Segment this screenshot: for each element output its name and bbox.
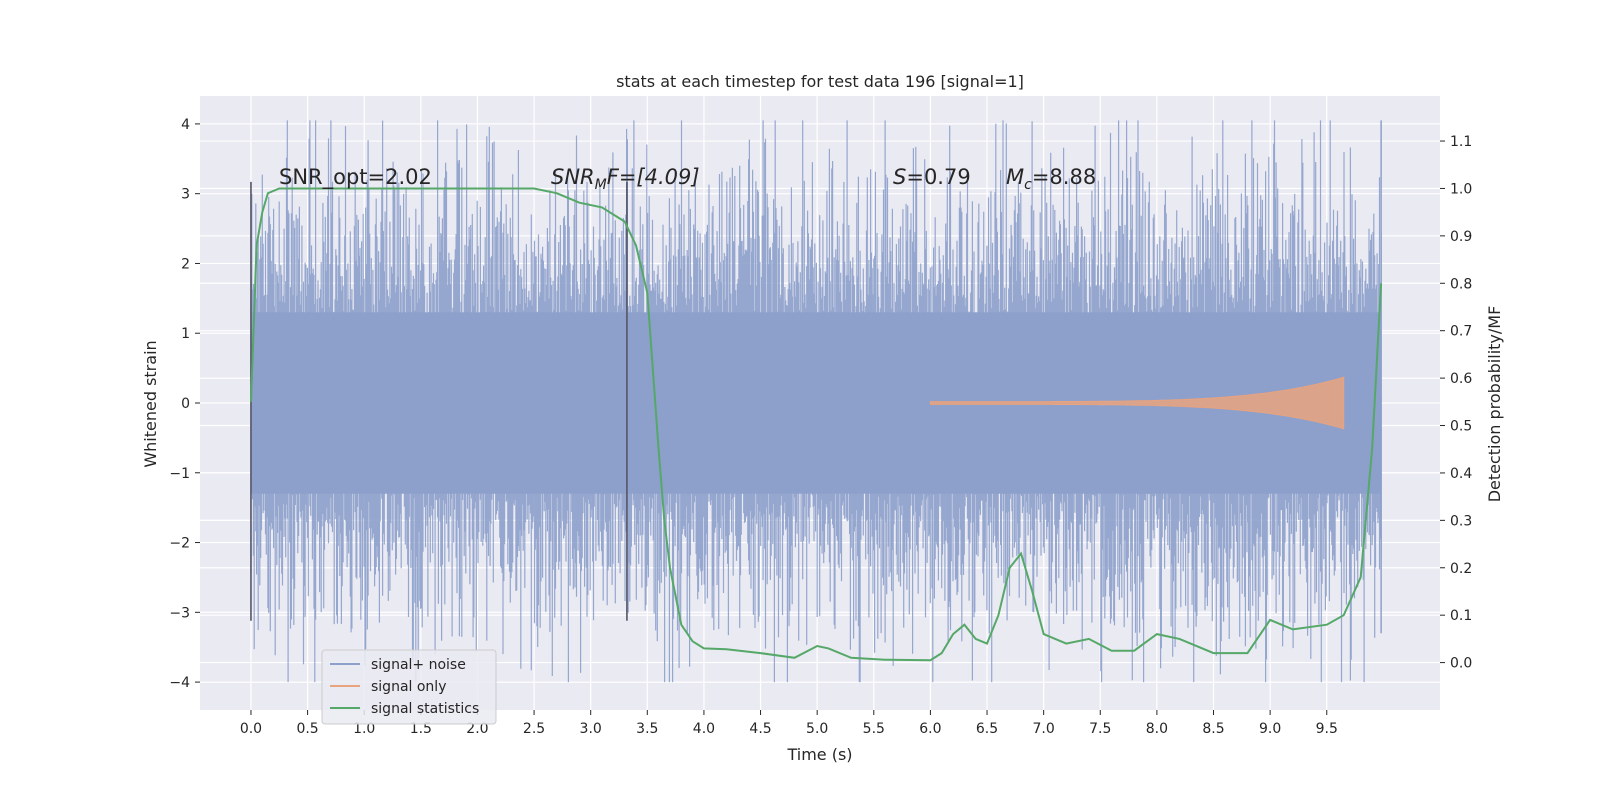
x-tick-label: 4.5 [749, 721, 771, 737]
annotation-mc: Mc=8.88 [1006, 165, 1096, 193]
x-tick-label: 2.0 [466, 721, 488, 737]
y2-tick-label: 0.0 [1450, 656, 1472, 672]
y-tick-label: 4 [181, 117, 190, 133]
y-tick-label: −2 [169, 536, 190, 552]
y2-axis-label: Detection probability/MF [1485, 306, 1504, 503]
legend-label-signal: signal only [371, 679, 446, 695]
x-tick-label: 3.5 [636, 721, 658, 737]
y2-tick-label: 1.0 [1450, 181, 1472, 197]
x-tick-label: 9.5 [1316, 721, 1338, 737]
y2-tick-label: 0.1 [1450, 608, 1472, 624]
x-tick-label: 5.0 [806, 721, 828, 737]
y-ticks: 4 3 2 1 0 −1 −2 −3 −4 [169, 117, 200, 691]
x-tick-label: 6.0 [919, 721, 941, 737]
x-tick-label: 0.5 [296, 721, 318, 737]
y2-tick-label: 0.3 [1450, 513, 1472, 529]
legend-label-stat: signal statistics [371, 701, 479, 717]
y-tick-label: 1 [181, 326, 190, 342]
y2-tick-label: 0.7 [1450, 324, 1472, 340]
y2-tick-label: 0.6 [1450, 371, 1472, 387]
x-tick-label: 9.0 [1259, 721, 1281, 737]
x-ticks: 0.0 0.5 1.0 1.5 2.0 2.5 3.0 3.5 4.0 4.5 5.0 5.5 6.0 6… [240, 710, 1338, 737]
chart-title: stats at each timestep for test data 196… [616, 72, 1024, 91]
signal-series [929, 376, 1345, 430]
y-tick-label: −4 [169, 675, 190, 691]
y-tick-label: −1 [169, 466, 190, 482]
annotation-snr-opt: SNR_opt=2.02 [279, 165, 432, 190]
y2-tick-label: 0.2 [1450, 561, 1472, 577]
annotation-s: S=0.79 [893, 165, 971, 189]
annotation-snr-mf: SNRMF=[4.09] [551, 165, 700, 193]
legend-label-noise: signal+ noise [371, 657, 466, 673]
x-tick-label: 0.0 [240, 721, 262, 737]
stat-series-line [250, 187, 1383, 662]
signal-trace [929, 376, 1345, 430]
x-tick-label: 1.5 [410, 721, 432, 737]
y2-tick-label: 0.8 [1450, 276, 1472, 292]
y-tick-label: 0 [181, 396, 190, 412]
x-tick-label: 7.5 [1089, 721, 1111, 737]
y2-tick-label: 0.4 [1450, 466, 1472, 482]
x-tick-label: 8.5 [1202, 721, 1224, 737]
x-tick-label: 8.0 [1146, 721, 1168, 737]
x-tick-label: 7.0 [1033, 721, 1055, 737]
x-tick-label: 2.5 [523, 721, 545, 737]
y2-ticks: 1.1 1.0 0.9 0.8 0.7 0.6 0.5 0.4 0.3 0.2 0.1 0.0 [1440, 134, 1472, 672]
y2-tick-label: 0.5 [1450, 419, 1472, 435]
x-tick-label: 6.5 [976, 721, 998, 737]
y-axis-label: Whitened strain [141, 340, 160, 467]
y2-tick-label: 0.9 [1450, 229, 1472, 245]
legend-frame [321, 649, 497, 725]
x-tick-label: 5.5 [863, 721, 885, 737]
legend: signal+ noise signal only signal statist… [321, 649, 497, 725]
x-axis-label: Time (s) [786, 745, 852, 764]
y-tick-label: −3 [169, 605, 190, 621]
y2-tick-label: 1.1 [1450, 134, 1472, 150]
y-tick-label: 3 [181, 187, 190, 203]
x-tick-label: 1.0 [353, 721, 375, 737]
y-tick-label: 2 [181, 256, 190, 272]
x-tick-label: 4.0 [693, 721, 715, 737]
x-tick-label: 3.0 [580, 721, 602, 737]
